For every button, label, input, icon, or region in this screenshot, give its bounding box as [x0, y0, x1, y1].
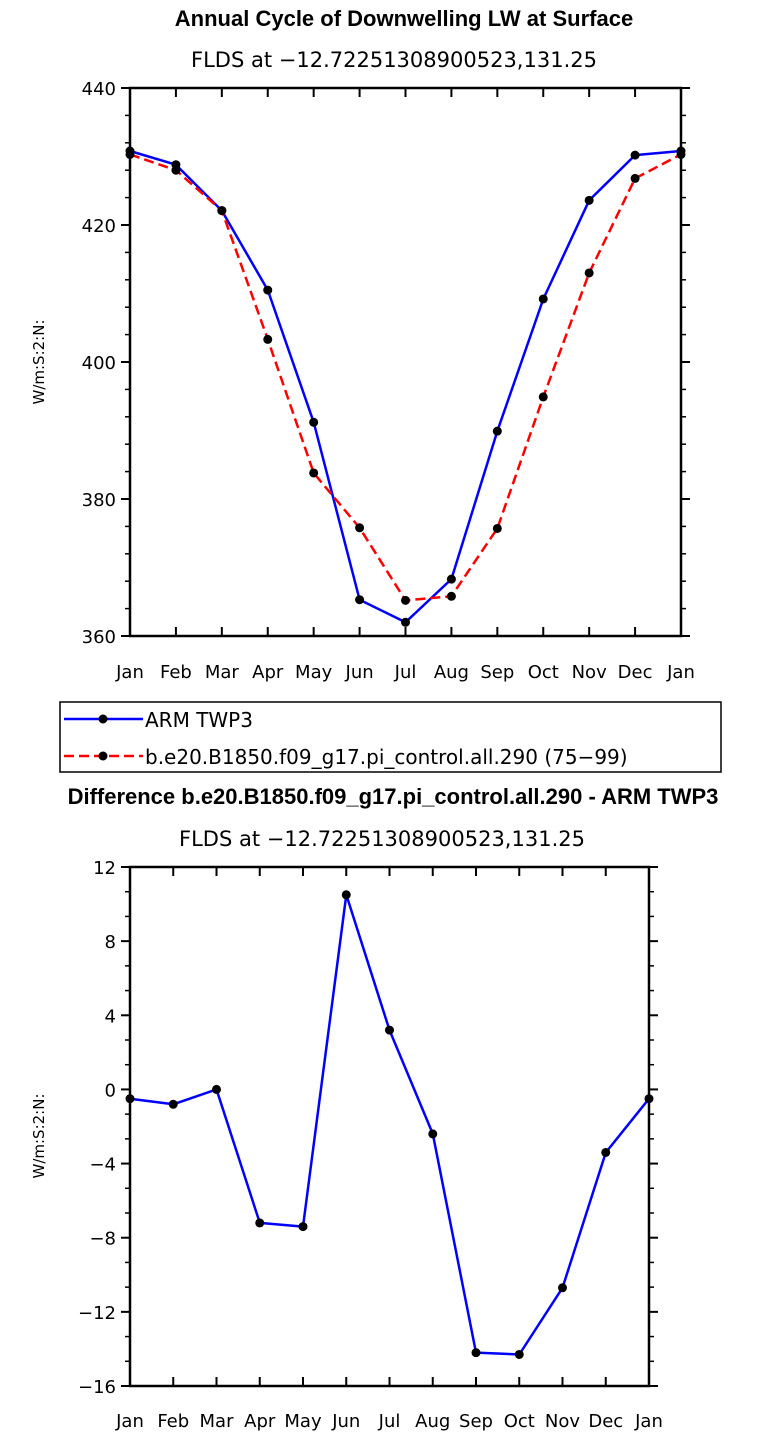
data-point-arm-twp3: [492, 426, 502, 436]
x-tick-label: May: [295, 662, 333, 683]
legend-label-arm-twp3: ARM TWP3: [145, 708, 253, 732]
chart2-series: [125, 890, 654, 1359]
data-point-series-0: [601, 1147, 611, 1157]
y-tick-label: 4: [105, 1006, 116, 1027]
x-tick-label: Jan: [115, 662, 144, 683]
y-tick-label: 380: [82, 490, 116, 511]
x-tick-label: Oct: [528, 662, 559, 683]
data-point-b-e20-b1850-f09-g17-pi-control-all-290-7: [676, 149, 686, 159]
chart1-subtitle: FLDS at −12.72251308900523,131.25: [191, 48, 597, 72]
chart2-plot-frame: [128, 865, 651, 1388]
chart2-subtitle: FLDS at −12.72251308900523,131.25: [179, 827, 585, 851]
data-point-series-0: [514, 1349, 524, 1359]
data-point-series-0: [125, 1094, 135, 1104]
x-tick-label: Aug: [434, 662, 469, 683]
data-point-series-0: [471, 1348, 481, 1358]
x-tick-label: Feb: [160, 662, 192, 683]
chart1-legend: ARM TWP3 b.e20.B1850.f09_g17.pi_control.…: [59, 701, 722, 773]
data-point-series-0: [212, 1084, 221, 1094]
x-tick-label: Apr: [252, 662, 284, 683]
x-tick-label: Mar: [200, 1411, 235, 1432]
x-tick-label: Aug: [415, 1411, 450, 1432]
y-tick-label: 0: [105, 1080, 116, 1101]
y-tick-label: 400: [82, 353, 116, 374]
x-tick-label: Mar: [205, 662, 240, 683]
data-point-arm-twp3: [401, 617, 410, 627]
data-point-b-e20-b1850-f09-g17-pi-control-all-290-7: [263, 334, 273, 344]
x-tick-label: Oct: [504, 1411, 535, 1432]
y-tick-label: 12: [93, 858, 116, 879]
data-point-b-e20-b1850-f09-g17-pi-control-all-290-7: [125, 149, 135, 159]
data-point-series-0: [298, 1222, 308, 1232]
x-tick-label: Feb: [157, 1411, 189, 1432]
data-point-b-e20-b1850-f09-g17-pi-control-all-290-7: [584, 268, 594, 278]
data-point-series-0: [558, 1283, 567, 1293]
data-point-arm-twp3: [538, 294, 548, 304]
data-point-arm-twp3: [584, 195, 594, 205]
chart2-title: Difference b.e20.B1850.f09_g17.pi_contro…: [68, 784, 719, 809]
data-point-arm-twp3: [446, 574, 456, 584]
x-tick-label: Jul: [378, 1411, 401, 1432]
x-tick-label: Apr: [244, 1411, 276, 1432]
data-point-b-e20-b1850-f09-g17-pi-control-all-290-7: [538, 392, 548, 402]
data-point-b-e20-b1850-f09-g17-pi-control-all-290-7: [401, 595, 410, 605]
data-point-series-0: [385, 1025, 394, 1035]
chart2-y-axis-label: W/m:S:2:N:: [30, 1094, 48, 1179]
x-tick-label: Jun: [331, 1411, 360, 1432]
data-point-arm-twp3: [309, 417, 319, 427]
annual-cycle-chart: Annual Cycle of Downwelling LW at Surfac…: [30, 6, 722, 773]
x-tick-label: Nov: [545, 1411, 580, 1432]
chart1-axes: Jan Feb Mar Apr May Jun Jul Aug Sep Oct Nov Dec Jan 3…: [82, 79, 695, 683]
data-point-b-e20-b1850-f09-g17-pi-control-all-290-7: [309, 468, 319, 478]
data-point-series-0: [341, 890, 351, 900]
x-tick-label: Jul: [394, 662, 417, 683]
legend-label-model: b.e20.B1850.f09_g17.pi_control.all.290 (…: [145, 745, 628, 769]
x-tick-label: Sep: [480, 662, 514, 683]
data-point-arm-twp3: [263, 285, 273, 295]
data-point-b-e20-b1850-f09-g17-pi-control-all-290-7: [171, 165, 181, 175]
series-line-arm-twp3: [129, 149, 682, 624]
x-tick-label: Jan: [634, 1411, 663, 1432]
x-tick-label: Dec: [618, 662, 653, 683]
data-point-series-0: [255, 1218, 265, 1228]
x-tick-label: May: [284, 1411, 322, 1432]
data-point-series-0: [428, 1129, 438, 1139]
x-tick-label: Sep: [459, 1411, 493, 1432]
x-tick-label: Dec: [588, 1411, 623, 1432]
y-tick-label: −16: [78, 1377, 116, 1398]
x-tick-label: Nov: [572, 662, 607, 683]
y-tick-label: −8: [89, 1229, 116, 1250]
data-point-b-e20-b1850-f09-g17-pi-control-all-290-7: [630, 173, 640, 183]
x-tick-label: Jan: [115, 1411, 144, 1432]
y-tick-label: −4: [89, 1155, 116, 1176]
chart2-axes: Jan Feb Mar Apr May Jun Jul Aug Sep Oct Nov Dec Jan −…: [78, 858, 663, 1432]
chart1-title: Annual Cycle of Downwelling LW at Surfac…: [175, 6, 633, 31]
y-tick-label: −12: [78, 1303, 116, 1324]
data-point-b-e20-b1850-f09-g17-pi-control-all-290-7: [217, 206, 227, 216]
series-line-series-0: [129, 893, 650, 1356]
y-tick-label: 440: [82, 79, 116, 100]
data-point-series-0: [644, 1094, 654, 1104]
y-tick-label: 360: [82, 627, 116, 648]
y-tick-label: 8: [105, 932, 116, 953]
legend-marker-model: [98, 751, 108, 761]
data-point-b-e20-b1850-f09-g17-pi-control-all-290-7: [492, 523, 502, 533]
data-point-series-0: [168, 1099, 178, 1109]
x-tick-label: Jan: [666, 662, 695, 683]
data-point-arm-twp3: [630, 150, 640, 160]
chart1-series: [125, 146, 686, 627]
difference-chart: Difference b.e20.B1850.f09_g17.pi_contro…: [30, 784, 718, 1432]
chart1-plot-frame: [128, 86, 683, 638]
data-point-b-e20-b1850-f09-g17-pi-control-all-290-7: [355, 523, 365, 533]
data-point-b-e20-b1850-f09-g17-pi-control-all-290-7: [446, 591, 456, 601]
y-tick-label: 420: [82, 216, 116, 237]
chart1-y-axis-label: W/m:S:2:N:: [30, 320, 48, 405]
x-tick-label: Jun: [345, 662, 374, 683]
legend-box: [59, 701, 722, 773]
data-point-arm-twp3: [355, 595, 365, 605]
series-line-b-e20-b1850-f09-g17-pi-control-all-290-7: [129, 153, 682, 602]
legend-marker-arm-twp3: [98, 714, 108, 724]
